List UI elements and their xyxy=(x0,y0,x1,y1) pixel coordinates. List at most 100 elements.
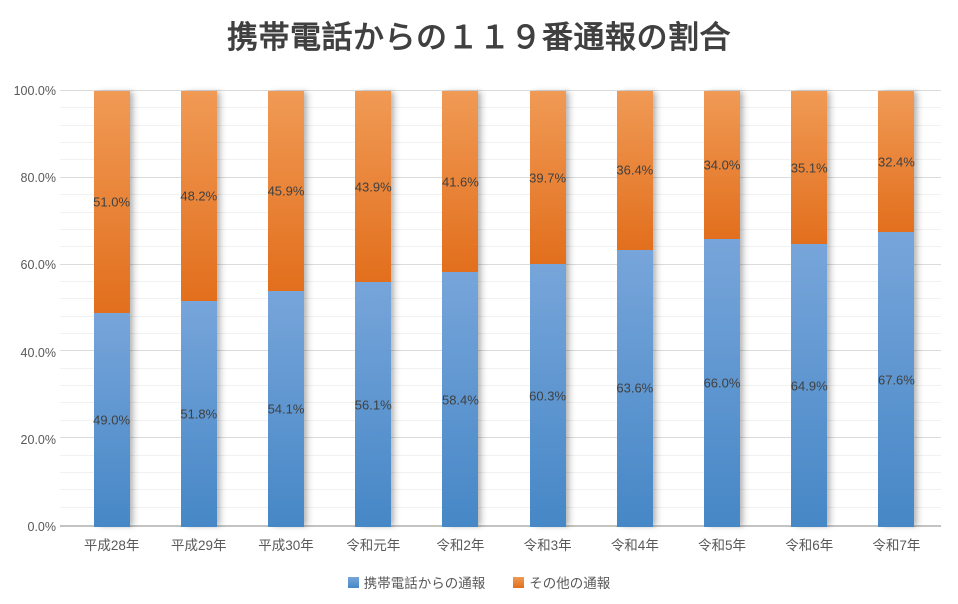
gridline-minor xyxy=(60,315,941,317)
bar-column: 48.2% 51.8% xyxy=(155,91,242,527)
category-axis-label: 平成30年 xyxy=(258,538,314,553)
x-axis-labels: 平成28年 平成29年 平成30年 令和元年 令和2年 令和3年 令和4年 令和5年 令和6年 令… xyxy=(68,534,940,554)
category-axis-label: 平成28年 xyxy=(83,538,140,553)
data-label: 49.0% xyxy=(93,412,131,428)
gridline-minor xyxy=(60,506,941,508)
y-axis-tick-label: 20.0% xyxy=(20,432,56,447)
stacked-bar: 45.9% 54.1% xyxy=(268,91,304,527)
category-axis-label: 令和3年 xyxy=(523,538,572,553)
segment-other-calls: 35.1% xyxy=(790,91,828,245)
stacked-bar: 34.0% 66.0% xyxy=(704,91,740,527)
legend: 携帯電話からの通報 その他の通報 xyxy=(0,572,958,592)
segment-other-calls: 43.9% xyxy=(354,91,392,283)
y-axis-tick-label: 80.0% xyxy=(20,171,56,186)
gridline-major xyxy=(60,176,941,178)
data-label: 66.0% xyxy=(703,375,741,391)
segment-other-calls: 48.2% xyxy=(180,91,218,302)
data-label: 51.8% xyxy=(180,406,218,422)
data-label: 32.4% xyxy=(877,154,915,170)
gridline-minor xyxy=(60,246,941,248)
data-label: 63.6% xyxy=(616,380,654,396)
data-label: 43.9% xyxy=(354,179,392,195)
segment-mobile-calls: 67.6% xyxy=(877,232,915,527)
category-axis-label: 平成29年 xyxy=(171,538,227,553)
data-label: 48.2% xyxy=(180,188,218,204)
data-label: 45.9% xyxy=(267,183,305,199)
gridline-minor xyxy=(60,298,941,300)
segment-other-calls: 51.0% xyxy=(93,91,131,314)
segment-mobile-calls: 64.9% xyxy=(790,244,828,527)
bar-column: 34.0% 66.0% xyxy=(678,91,765,527)
gridline-minor xyxy=(60,280,941,282)
segment-other-calls: 36.4% xyxy=(616,91,654,250)
stacked-bar: 51.0% 49.0% xyxy=(93,91,131,527)
legend-label-other: その他の通報 xyxy=(529,576,611,591)
gridline-minor xyxy=(60,228,941,230)
data-label: 54.1% xyxy=(267,401,305,417)
gridline-minor xyxy=(60,333,941,335)
stacked-bar: 35.1% 64.9% xyxy=(790,91,828,527)
bar-column: 41.6% 58.4% xyxy=(417,91,504,527)
gridline-major xyxy=(60,90,941,91)
category-axis-label: 令和7年 xyxy=(872,538,921,553)
bar-column: 32.4% 67.6% xyxy=(853,91,940,527)
category-axis-label: 令和4年 xyxy=(610,538,659,553)
category-axis-label: 令和6年 xyxy=(785,538,834,553)
stacked-bar: 43.9% 56.1% xyxy=(354,91,392,527)
bar-column: 35.1% 64.9% xyxy=(766,91,853,527)
category-axis-label: 令和5年 xyxy=(698,538,747,553)
data-label: 67.6% xyxy=(877,372,915,388)
data-label: 39.7% xyxy=(529,170,567,186)
legend-label-mobile: 携帯電話からの通報 xyxy=(363,576,486,591)
segment-mobile-calls: 56.1% xyxy=(354,282,392,527)
data-label: 60.3% xyxy=(529,388,567,404)
gridline-major xyxy=(60,350,941,352)
bar-column: 51.0% 49.0% xyxy=(68,91,155,527)
data-label: 35.1% xyxy=(790,160,828,176)
y-axis-labels: 0.0% 20.0% 40.0% 60.0% 80.0% 100.0% xyxy=(0,84,56,534)
gridline-minor xyxy=(60,419,941,421)
y-axis-tick-label: 60.0% xyxy=(20,258,56,273)
y-axis-tick-label: 40.0% xyxy=(20,345,56,360)
gridline-minor xyxy=(60,402,941,404)
grid-area xyxy=(60,90,941,527)
segment-mobile-calls: 66.0% xyxy=(704,239,740,527)
y-axis-tick-label: 0.0% xyxy=(27,520,57,534)
gridline-minor xyxy=(60,142,941,144)
gridline-minor xyxy=(60,194,941,196)
plot-bars: 51.0% 49.0% 48.2% 51.8% 45.9% 54.1% 43.9% 56.1%… xyxy=(68,91,940,527)
legend-swatch-other-icon xyxy=(513,576,525,588)
legend-swatch-mobile-icon xyxy=(347,576,359,588)
gridline-minor xyxy=(60,367,941,369)
data-label: 58.4% xyxy=(441,392,479,408)
segment-other-calls: 34.0% xyxy=(703,91,741,240)
bar-column: 43.9% 56.1% xyxy=(330,91,417,527)
data-label: 56.1% xyxy=(354,397,392,413)
gridline-major xyxy=(60,263,941,265)
data-label: 64.9% xyxy=(790,378,828,393)
data-label: 34.0% xyxy=(703,157,741,173)
bar-column: 39.7% 60.3% xyxy=(504,91,591,527)
segment-mobile-calls: 63.6% xyxy=(616,249,654,527)
y-axis-tick-label: 100.0% xyxy=(13,84,56,98)
stacked-bar: 32.4% 67.6% xyxy=(877,91,915,527)
gridline-minor xyxy=(60,107,941,109)
segment-mobile-calls: 58.4% xyxy=(441,272,479,527)
legend-item-other: その他の通報 xyxy=(513,572,610,592)
category-axis-label: 令和2年 xyxy=(436,538,485,553)
data-label: 51.0% xyxy=(93,194,131,210)
bar-column: 45.9% 54.1% xyxy=(242,91,329,527)
chart-title: 携帯電話からの１１９番通報の割合 xyxy=(227,20,731,55)
category-axis-label: 令和元年 xyxy=(346,538,401,553)
stacked-bar: 39.7% 60.3% xyxy=(529,91,567,527)
gridline-minor xyxy=(60,454,941,456)
segment-other-calls: 41.6% xyxy=(442,91,479,273)
gridline-major xyxy=(60,437,941,439)
data-label: 36.4% xyxy=(616,162,654,178)
gridline-minor xyxy=(60,489,941,491)
stacked-bar: 41.6% 58.4% xyxy=(441,91,479,527)
gridline-minor xyxy=(60,385,941,387)
bar-column: 36.4% 63.6% xyxy=(591,91,678,527)
gridline-minor xyxy=(60,159,941,161)
